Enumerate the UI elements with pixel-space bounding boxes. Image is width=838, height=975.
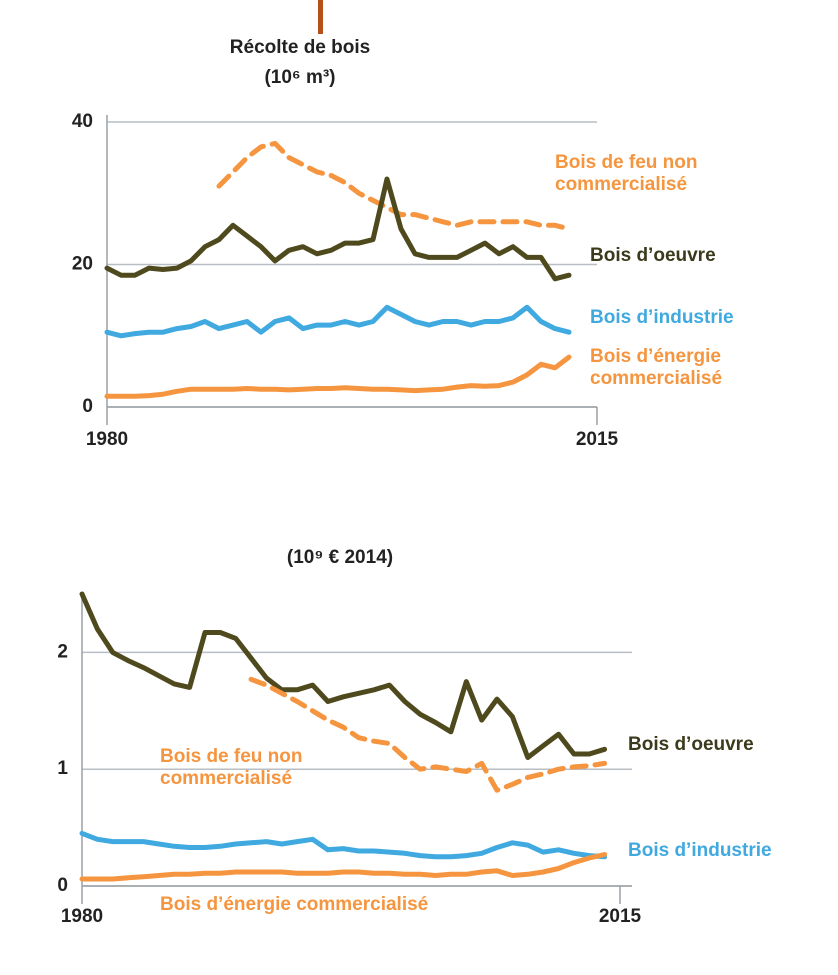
series-line xyxy=(104,354,572,399)
series-line xyxy=(79,852,608,882)
series-line xyxy=(79,591,608,760)
y-tick-label: 40 xyxy=(72,111,93,132)
series-line xyxy=(104,304,572,339)
series-label: Bois d’oeuvre xyxy=(628,734,754,755)
series-label: Bois de feu non commercialisé xyxy=(160,746,303,789)
series-line xyxy=(104,176,572,282)
decoration xyxy=(318,0,323,34)
y-tick-label: 0 xyxy=(82,396,93,417)
chart-title: Récolte de bois xyxy=(230,37,370,58)
y-tick-label: 1 xyxy=(57,758,68,779)
chart-subtitle: (10⁹ € 2014) xyxy=(287,547,393,568)
series-line xyxy=(216,140,572,232)
series-label: Bois d’oeuvre xyxy=(590,245,716,266)
series-label: Bois d’énergie commercialisé xyxy=(160,894,429,915)
x-tick-label: 1980 xyxy=(61,906,103,927)
series-label: Bois de feu non commercialisé xyxy=(555,152,698,195)
x-tick-label: 2015 xyxy=(576,429,619,450)
x-tick-label: 2015 xyxy=(599,906,642,927)
series-label: Bois d’industrie xyxy=(590,307,734,328)
series-line xyxy=(79,830,608,860)
chart-subtitle: (10⁶ m³) xyxy=(264,67,335,88)
series-label: Bois d’énergie commercialisé xyxy=(590,346,723,389)
y-tick-label: 2 xyxy=(57,641,68,662)
x-tick-label: 1980 xyxy=(86,429,128,450)
y-tick-label: 20 xyxy=(72,254,93,275)
series-label: Bois d’industrie xyxy=(628,840,772,861)
y-tick-label: 0 xyxy=(57,875,68,896)
